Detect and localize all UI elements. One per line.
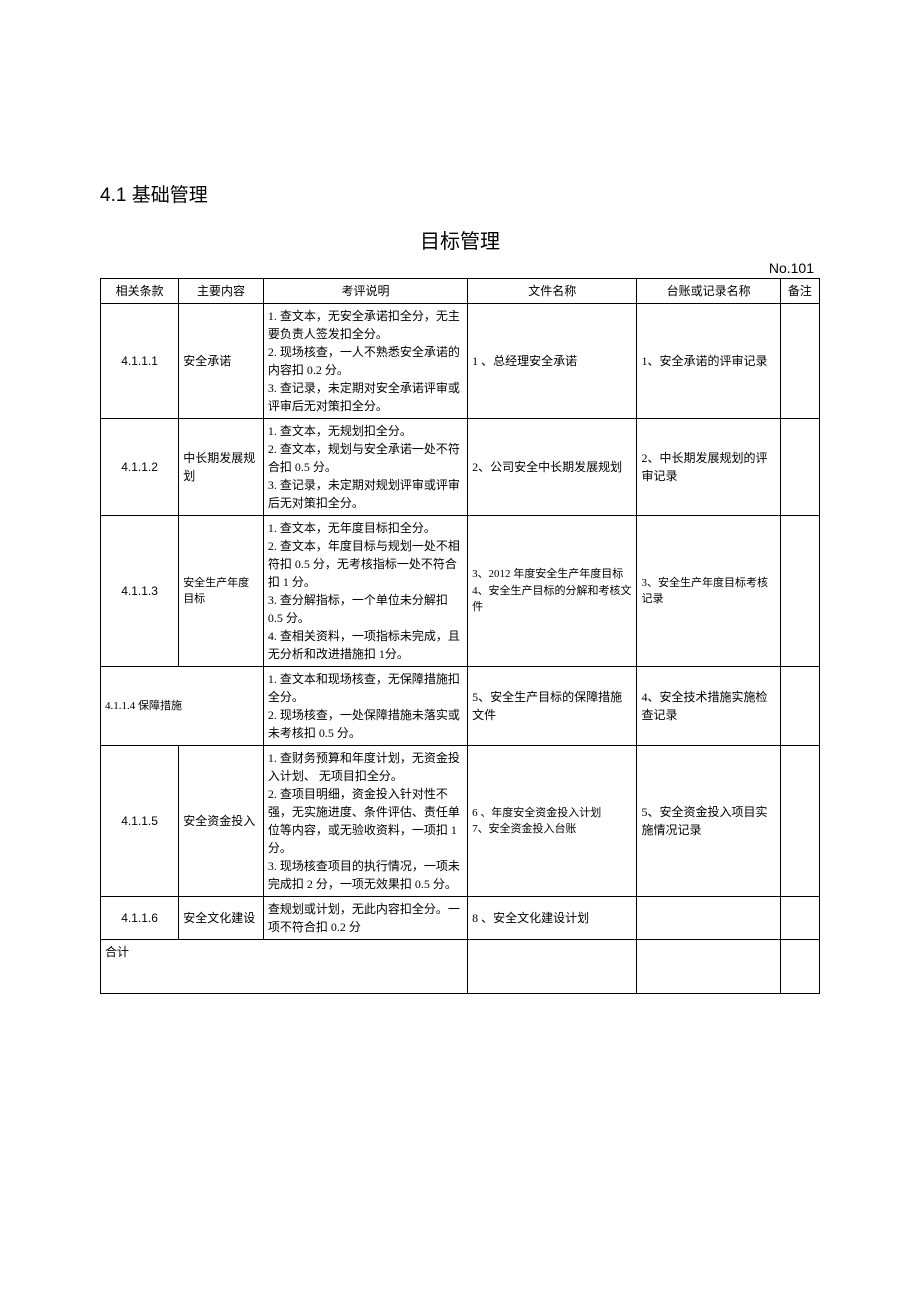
cell-total-empty bbox=[780, 940, 819, 994]
cell-clause: 4.1.1.4 保障措施 bbox=[101, 667, 264, 746]
cell-ledger bbox=[637, 897, 780, 940]
cell-content: 中长期发展规划 bbox=[179, 419, 264, 516]
page-title: 目标管理 bbox=[100, 225, 820, 254]
header-content: 主要内容 bbox=[179, 279, 264, 304]
header-clause: 相关条款 bbox=[101, 279, 179, 304]
cell-clause: 4.1.1.1 bbox=[101, 304, 179, 419]
cell-content: 安全承诺 bbox=[179, 304, 264, 419]
cell-remark bbox=[780, 516, 819, 667]
section-text: 基础管理 bbox=[132, 185, 208, 206]
cell-content: 安全资金投入 bbox=[179, 746, 264, 897]
cell-remark bbox=[780, 304, 819, 419]
cell-ledger: 5、安全资金投入项目实施情况记录 bbox=[637, 746, 780, 897]
cell-total-empty bbox=[468, 940, 637, 994]
cell-remark bbox=[780, 897, 819, 940]
table-row: 4.1.1.2中长期发展规划1. 查文本，无规划扣全分。2. 查文本，规划与安全… bbox=[101, 419, 820, 516]
cell-ledger: 2、中长期发展规划的评审记录 bbox=[637, 419, 780, 516]
header-desc: 考评说明 bbox=[263, 279, 467, 304]
cell-desc: 1. 查财务预算和年度计划，无资金投入计划、 无项目扣全分。2. 查项目明细，资… bbox=[263, 746, 467, 897]
cell-file: 3、2012 年度安全生产年度目标4、安全生产目标的分解和考核文件 bbox=[468, 516, 637, 667]
cell-clause: 4.1.1.5 bbox=[101, 746, 179, 897]
table-row: 4.1.1.5安全资金投入1. 查财务预算和年度计划，无资金投入计划、 无项目扣… bbox=[101, 746, 820, 897]
table-row-total: 合计 bbox=[101, 940, 820, 994]
table-header-row: 相关条款 主要内容 考评说明 文件名称 台账或记录名称 备注 bbox=[101, 279, 820, 304]
cell-desc: 1. 查文本和现场核查，无保障措施扣全分。2. 现场核查，一处保障措施未落实或未… bbox=[263, 667, 467, 746]
cell-total-label: 合计 bbox=[101, 940, 468, 994]
cell-clause: 4.1.1.2 bbox=[101, 419, 179, 516]
cell-desc: 查规划或计划，无此内容扣全分。一项不符合扣 0.2 分 bbox=[263, 897, 467, 940]
document-number: No.101 bbox=[100, 260, 820, 276]
cell-desc: 1. 查文本，无安全承诺扣全分，无主要负责人签发扣全分。2. 现场核查，一人不熟… bbox=[263, 304, 467, 419]
cell-remark bbox=[780, 746, 819, 897]
cell-clause: 4.1.1.3 bbox=[101, 516, 179, 667]
cell-file: 2、公司安全中长期发展规划 bbox=[468, 419, 637, 516]
table-body: 4.1.1.1安全承诺1. 查文本，无安全承诺扣全分，无主要负责人签发扣全分。2… bbox=[101, 304, 820, 994]
cell-total-empty bbox=[637, 940, 780, 994]
header-remark: 备注 bbox=[780, 279, 819, 304]
table-row: 4.1.1.4 保障措施1. 查文本和现场核查，无保障措施扣全分。2. 现场核查… bbox=[101, 667, 820, 746]
assessment-table: 相关条款 主要内容 考评说明 文件名称 台账或记录名称 备注 4.1.1.1安全… bbox=[100, 278, 820, 994]
header-ledger: 台账或记录名称 bbox=[637, 279, 780, 304]
cell-remark bbox=[780, 667, 819, 746]
cell-desc: 1. 查文本，无规划扣全分。2. 查文本，规划与安全承诺一处不符合扣 0.5 分… bbox=[263, 419, 467, 516]
cell-file: 1 、总经理安全承诺 bbox=[468, 304, 637, 419]
table-row: 4.1.1.6安全文化建设查规划或计划，无此内容扣全分。一项不符合扣 0.2 分… bbox=[101, 897, 820, 940]
header-file: 文件名称 bbox=[468, 279, 637, 304]
cell-ledger: 3、安全生产年度目标考核记录 bbox=[637, 516, 780, 667]
cell-file: 6 、年度安全资金投入计划7、安全资金投入台账 bbox=[468, 746, 637, 897]
section-number: 4.1 bbox=[100, 185, 126, 206]
table-row: 4.1.1.3安全生产年度目标1. 查文本，无年度目标扣全分。2. 查文本，年度… bbox=[101, 516, 820, 667]
section-heading: 4.1 基础管理 bbox=[100, 180, 820, 207]
table-row: 4.1.1.1安全承诺1. 查文本，无安全承诺扣全分，无主要负责人签发扣全分。2… bbox=[101, 304, 820, 419]
cell-content: 安全文化建设 bbox=[179, 897, 264, 940]
cell-remark bbox=[780, 419, 819, 516]
cell-desc: 1. 查文本，无年度目标扣全分。2. 查文本，年度目标与规划一处不相符扣 0.5… bbox=[263, 516, 467, 667]
cell-file: 5、安全生产目标的保障措施文件 bbox=[468, 667, 637, 746]
cell-content: 安全生产年度目标 bbox=[179, 516, 264, 667]
cell-file: 8 、安全文化建设计划 bbox=[468, 897, 637, 940]
cell-ledger: 4、安全技术措施实施检查记录 bbox=[637, 667, 780, 746]
cell-clause: 4.1.1.6 bbox=[101, 897, 179, 940]
cell-ledger: 1、安全承诺的评审记录 bbox=[637, 304, 780, 419]
